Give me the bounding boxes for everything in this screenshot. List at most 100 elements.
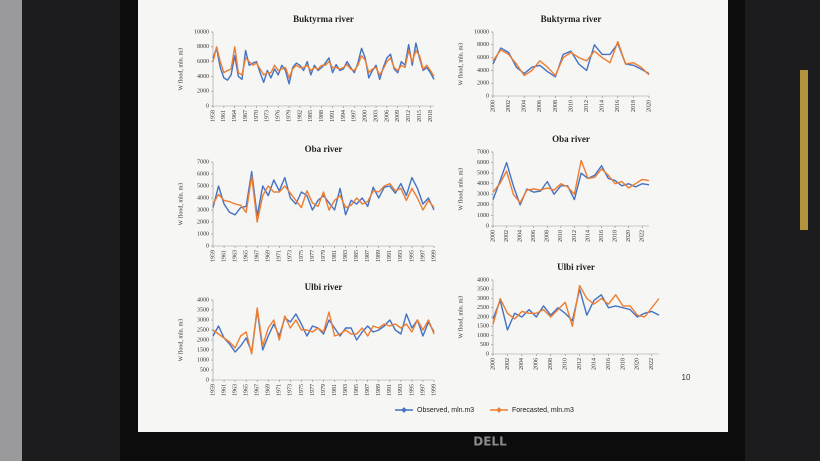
chart-title: Oba river [552, 134, 590, 144]
y-tick-label: 2000 [477, 314, 489, 320]
x-tick-label: 2002 [504, 230, 510, 242]
y-tick-label: 3000 [197, 207, 209, 213]
x-tick-label: 2004 [519, 358, 525, 370]
x-tick-label: 1994 [341, 110, 347, 122]
y-tick-label: 500 [480, 342, 489, 348]
y-axis-label: W flood, mln. m3 [177, 48, 184, 91]
x-tick-label: 1985 [354, 250, 360, 262]
x-tick-label: 2012 [577, 358, 583, 370]
series-line [492, 159, 650, 204]
x-tick-label: 2009 [395, 110, 401, 122]
x-tick-label: 1973 [288, 384, 294, 396]
x-tick-label: 1973 [288, 250, 294, 262]
x-tick-label: 1961 [221, 110, 227, 122]
y-tick-label: 3000 [197, 317, 209, 323]
chart-title: Buktyrma river [541, 14, 602, 24]
x-tick-label: 1982 [297, 110, 303, 122]
x-tick-label: 1963 [232, 250, 238, 262]
x-tick-label: 1995 [409, 384, 415, 396]
x-tick-label: 2022 [640, 230, 646, 242]
chart-title: Ulbi river [305, 282, 343, 292]
y-tick-label: 0 [486, 93, 489, 99]
legend-label: Forecasted, mln.m3 [512, 407, 574, 414]
x-tick-label: 2012 [584, 100, 590, 112]
x-tick-label: 2010 [558, 230, 564, 242]
x-tick-label: 1993 [398, 250, 404, 262]
x-tick-label: 1999 [431, 384, 437, 396]
legend-label: Observed, mln.m3 [417, 407, 474, 414]
y-tick-label: 6000 [477, 160, 489, 166]
x-tick-label: 2000 [490, 100, 496, 112]
y-tick-label: 0 [206, 243, 209, 249]
y-tick-label: 2000 [197, 219, 209, 225]
y-tick-label: 6000 [197, 59, 209, 65]
x-tick-label: 2002 [506, 100, 512, 112]
y-tick-label: 1500 [477, 324, 489, 330]
y-tick-label: 7000 [197, 159, 209, 165]
x-tick-label: 2014 [591, 358, 597, 370]
y-tick-label: 500 [200, 367, 209, 373]
x-tick-label: 2000 [363, 110, 369, 122]
y-tick-label: 2500 [477, 305, 489, 311]
x-tick-label: 1987 [365, 384, 371, 396]
x-tick-label: 2016 [599, 230, 605, 242]
x-tick-label: 1991 [387, 384, 393, 396]
y-tick-label: 0 [206, 377, 209, 383]
y-tick-label: 1000 [477, 333, 489, 339]
x-tick-label: 1969 [266, 384, 272, 396]
y-axis-label: W flood, mln. m3 [457, 168, 464, 211]
x-tick-label: 2008 [553, 100, 559, 112]
y-tick-label: 2000 [197, 89, 209, 95]
series-line [212, 175, 435, 223]
slide [138, 0, 728, 432]
x-tick-label: 1981 [332, 250, 338, 262]
x-tick-label: 2016 [606, 358, 612, 370]
y-tick-label: 4000 [477, 181, 489, 187]
y-tick-label: 3000 [477, 192, 489, 198]
y-axis-label: W flood, mln. m3 [177, 319, 184, 362]
x-tick-label: 2015 [417, 110, 423, 122]
y-tick-label: 6000 [477, 55, 489, 61]
x-tick-label: 2014 [600, 100, 606, 112]
x-tick-label: 1997 [420, 384, 426, 396]
x-tick-label: 2012 [572, 230, 578, 242]
series-line [492, 284, 660, 327]
x-tick-label: 1965 [244, 384, 250, 396]
x-tick-label: 1964 [232, 110, 238, 122]
x-tick-label: 1975 [299, 384, 305, 396]
y-tick-label: 2000 [477, 202, 489, 208]
y-tick-label: 4000 [197, 195, 209, 201]
x-tick-label: 1985 [354, 384, 360, 396]
legend-marker [401, 407, 407, 413]
x-tick-label: 2002 [505, 358, 511, 370]
x-tick-label: 2006 [534, 358, 540, 370]
y-axis-label: W flood, mln. m3 [177, 183, 184, 226]
y-tick-label: 5000 [477, 171, 489, 177]
x-tick-label: 1977 [310, 250, 316, 262]
x-tick-label: 1967 [255, 250, 261, 262]
chart-title: Ulbi river [557, 262, 595, 272]
x-tick-label: 1961 [221, 384, 227, 396]
x-tick-label: 1981 [332, 384, 338, 396]
x-tick-label: 2000 [490, 358, 496, 370]
y-tick-label: 1000 [197, 231, 209, 237]
x-tick-label: 1988 [319, 110, 325, 122]
page-number: 10 [682, 373, 691, 382]
x-tick-label: 1967 [255, 384, 261, 396]
y-tick-label: 2000 [197, 337, 209, 343]
x-tick-label: 2008 [545, 230, 551, 242]
x-tick-label: 1977 [310, 384, 316, 396]
x-tick-label: 1973 [265, 110, 271, 122]
x-tick-label: 2018 [428, 110, 434, 122]
x-tick-label: 2010 [563, 358, 569, 370]
x-tick-label: 1979 [321, 250, 327, 262]
y-tick-label: 1000 [477, 213, 489, 219]
y-tick-label: 2500 [197, 327, 209, 333]
x-tick-label: 1983 [343, 384, 349, 396]
x-tick-label: 1997 [420, 250, 426, 262]
y-tick-label: 4000 [477, 68, 489, 74]
series-line [492, 40, 650, 77]
y-tick-label: 1500 [197, 347, 209, 353]
x-tick-label: 1987 [365, 250, 371, 262]
